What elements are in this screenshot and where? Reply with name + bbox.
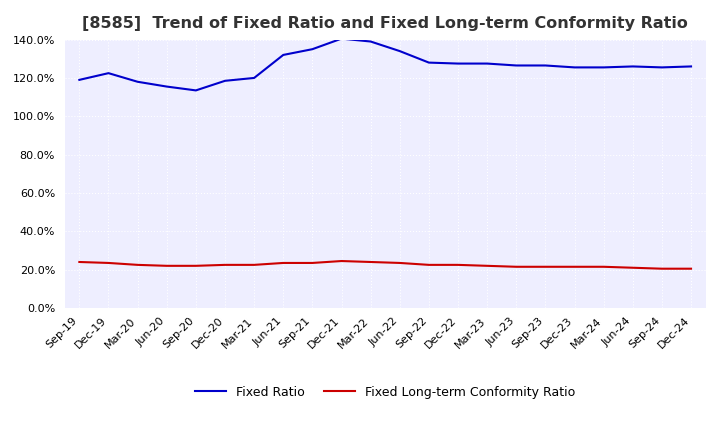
Fixed Long-term Conformity Ratio: [279, 260, 287, 266]
Fixed Long-term Conformity Ratio: [133, 262, 142, 268]
Fixed Ratio: [192, 88, 200, 93]
Fixed Long-term Conformity Ratio: [395, 260, 404, 266]
Fixed Ratio: [75, 77, 84, 82]
Fixed Long-term Conformity Ratio: [337, 258, 346, 264]
Fixed Ratio: [104, 70, 113, 76]
Fixed Long-term Conformity Ratio: [104, 260, 113, 266]
Fixed Ratio: [657, 65, 666, 70]
Fixed Long-term Conformity Ratio: [599, 264, 608, 269]
Fixed Long-term Conformity Ratio: [163, 263, 171, 268]
Fixed Ratio: [395, 48, 404, 54]
Line: Fixed Ratio: Fixed Ratio: [79, 39, 691, 90]
Fixed Ratio: [308, 47, 317, 52]
Fixed Long-term Conformity Ratio: [454, 262, 462, 268]
Fixed Long-term Conformity Ratio: [687, 266, 696, 271]
Fixed Ratio: [570, 65, 579, 70]
Fixed Ratio: [250, 75, 258, 81]
Fixed Ratio: [366, 39, 375, 44]
Fixed Long-term Conformity Ratio: [570, 264, 579, 269]
Fixed Ratio: [687, 64, 696, 69]
Fixed Long-term Conformity Ratio: [192, 263, 200, 268]
Fixed Ratio: [541, 63, 550, 68]
Fixed Ratio: [629, 64, 637, 69]
Title: [8585]  Trend of Fixed Ratio and Fixed Long-term Conformity Ratio: [8585] Trend of Fixed Ratio and Fixed Lo…: [82, 16, 688, 32]
Fixed Ratio: [220, 78, 229, 84]
Fixed Long-term Conformity Ratio: [629, 265, 637, 270]
Fixed Long-term Conformity Ratio: [425, 262, 433, 268]
Fixed Ratio: [483, 61, 492, 66]
Fixed Ratio: [163, 84, 171, 89]
Fixed Ratio: [599, 65, 608, 70]
Fixed Long-term Conformity Ratio: [366, 259, 375, 264]
Fixed Long-term Conformity Ratio: [250, 262, 258, 268]
Fixed Ratio: [512, 63, 521, 68]
Fixed Ratio: [337, 36, 346, 41]
Fixed Ratio: [133, 79, 142, 84]
Line: Fixed Long-term Conformity Ratio: Fixed Long-term Conformity Ratio: [79, 261, 691, 269]
Fixed Ratio: [454, 61, 462, 66]
Fixed Long-term Conformity Ratio: [657, 266, 666, 271]
Fixed Long-term Conformity Ratio: [75, 259, 84, 264]
Fixed Long-term Conformity Ratio: [220, 262, 229, 268]
Fixed Long-term Conformity Ratio: [483, 263, 492, 268]
Fixed Ratio: [425, 60, 433, 65]
Fixed Long-term Conformity Ratio: [308, 260, 317, 266]
Fixed Long-term Conformity Ratio: [541, 264, 550, 269]
Fixed Ratio: [279, 52, 287, 58]
Legend: Fixed Ratio, Fixed Long-term Conformity Ratio: Fixed Ratio, Fixed Long-term Conformity …: [190, 381, 580, 404]
Fixed Long-term Conformity Ratio: [512, 264, 521, 269]
